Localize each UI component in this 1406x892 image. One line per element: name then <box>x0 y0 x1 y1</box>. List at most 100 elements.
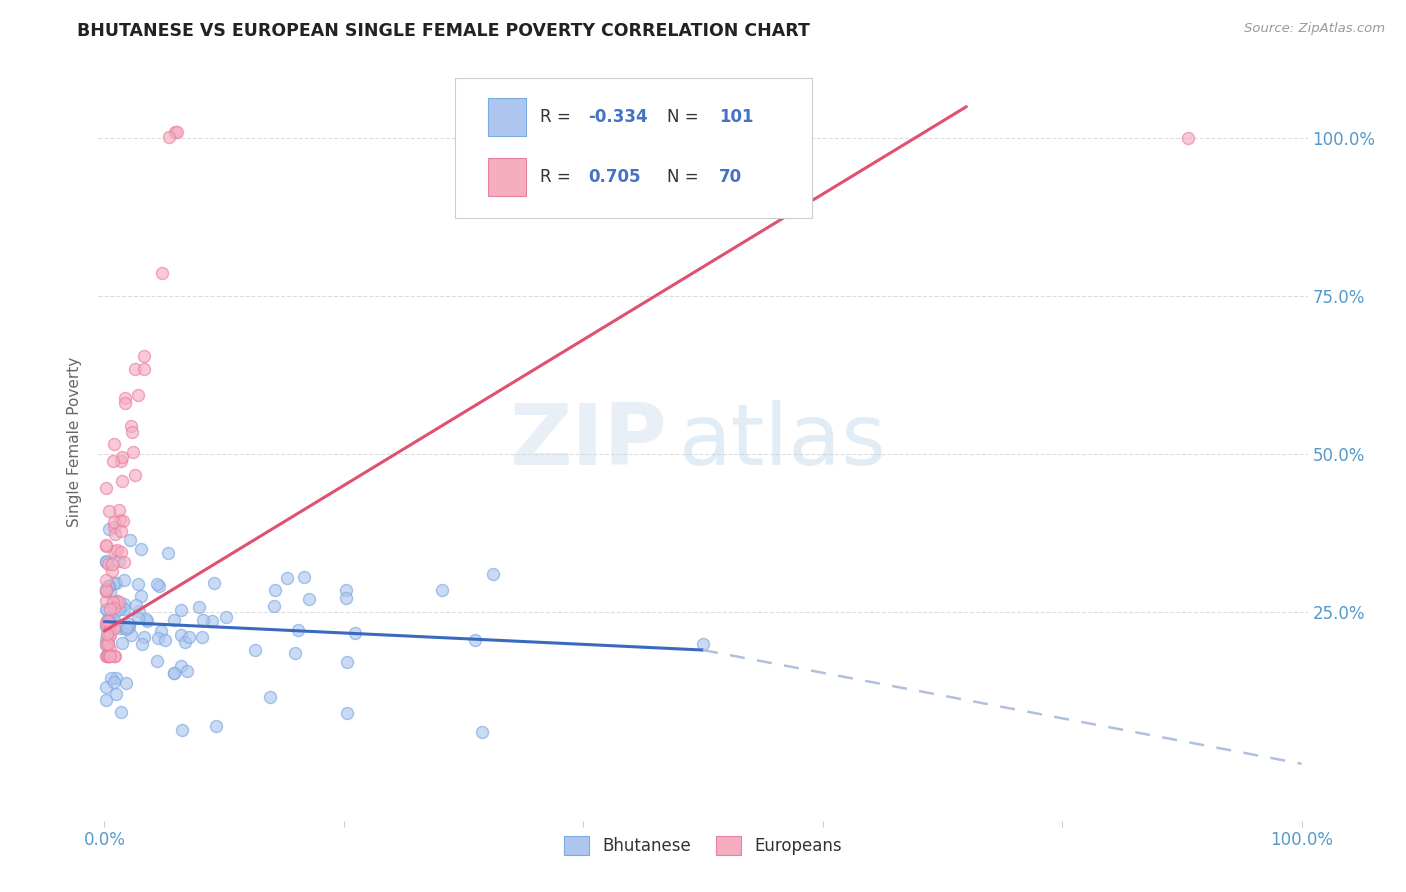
Point <box>97 637 120 651</box>
Point <box>96 648 118 663</box>
Point <box>94 540 117 554</box>
Point <box>103 544 125 558</box>
Point <box>107 618 129 632</box>
Point <box>104 526 127 541</box>
Point <box>101 564 124 578</box>
Point <box>94 632 117 647</box>
Point <box>98 649 121 664</box>
Point <box>94 584 117 599</box>
Point <box>157 130 180 145</box>
Point <box>110 545 132 559</box>
Point <box>105 575 128 590</box>
Point <box>94 538 117 552</box>
Point <box>204 719 226 733</box>
Point <box>163 666 186 681</box>
Point <box>98 601 121 615</box>
Point <box>97 649 120 664</box>
Point <box>105 593 128 607</box>
Point <box>335 582 357 597</box>
Point <box>263 599 285 613</box>
Point <box>111 599 134 614</box>
Point <box>170 659 193 673</box>
Point <box>134 361 156 376</box>
Point <box>287 623 309 637</box>
Point <box>170 628 193 642</box>
Text: BHUTANESE VS EUROPEAN SINGLE FEMALE POVERTY CORRELATION CHART: BHUTANESE VS EUROPEAN SINGLE FEMALE POVE… <box>77 22 810 40</box>
Point <box>98 642 121 657</box>
Text: 101: 101 <box>718 108 754 126</box>
Point <box>110 454 132 468</box>
Point <box>146 631 169 645</box>
Point <box>108 502 131 516</box>
Point <box>335 591 357 606</box>
Point <box>173 634 195 648</box>
Point <box>162 666 184 681</box>
Point <box>94 573 117 587</box>
Point <box>103 674 125 689</box>
Point <box>103 621 125 635</box>
Point <box>94 553 117 567</box>
Point <box>121 425 143 439</box>
Point <box>96 616 118 631</box>
Point <box>96 616 118 631</box>
Point <box>187 600 209 615</box>
Point <box>127 387 149 401</box>
Point <box>103 515 125 529</box>
Text: R =: R = <box>540 108 576 126</box>
Point <box>201 614 224 628</box>
Point <box>214 609 236 624</box>
Point <box>107 602 129 616</box>
Point <box>96 649 118 664</box>
Point <box>97 635 120 649</box>
Point <box>97 579 120 593</box>
Point <box>94 620 117 634</box>
Point <box>166 125 188 139</box>
Point <box>111 475 134 489</box>
Point <box>97 624 120 638</box>
Point <box>110 524 132 538</box>
Point <box>98 522 121 536</box>
Point <box>172 723 194 737</box>
Point <box>298 591 321 606</box>
Point <box>276 571 298 585</box>
Point <box>96 613 118 627</box>
Point <box>134 630 156 644</box>
Point <box>191 613 214 627</box>
Point <box>149 624 172 638</box>
Point <box>107 595 129 609</box>
Text: atlas: atlas <box>679 400 887 483</box>
Point <box>284 646 307 660</box>
Point <box>336 656 359 670</box>
Point <box>336 706 359 720</box>
Point <box>110 706 132 720</box>
Point <box>124 467 146 482</box>
Point <box>96 583 118 598</box>
Point <box>96 594 118 608</box>
Point <box>96 481 118 495</box>
Point <box>104 671 127 685</box>
Point <box>264 583 287 598</box>
Point <box>94 556 117 570</box>
Text: -0.334: -0.334 <box>588 108 648 126</box>
Point <box>100 672 122 686</box>
Point <box>103 575 125 590</box>
Point <box>152 266 174 280</box>
Point <box>124 361 146 376</box>
Point <box>118 617 141 632</box>
Point <box>94 602 117 616</box>
Point <box>98 618 121 632</box>
Point <box>471 724 494 739</box>
Point <box>94 583 117 598</box>
Point <box>692 637 714 651</box>
Point <box>176 665 198 679</box>
Point <box>103 437 125 451</box>
Point <box>131 636 153 650</box>
Point <box>115 622 138 636</box>
Point <box>292 570 315 584</box>
Point <box>98 615 121 630</box>
Point <box>202 575 225 590</box>
Point <box>114 675 136 690</box>
Point <box>120 418 142 433</box>
Point <box>112 601 135 615</box>
Point <box>120 533 142 547</box>
